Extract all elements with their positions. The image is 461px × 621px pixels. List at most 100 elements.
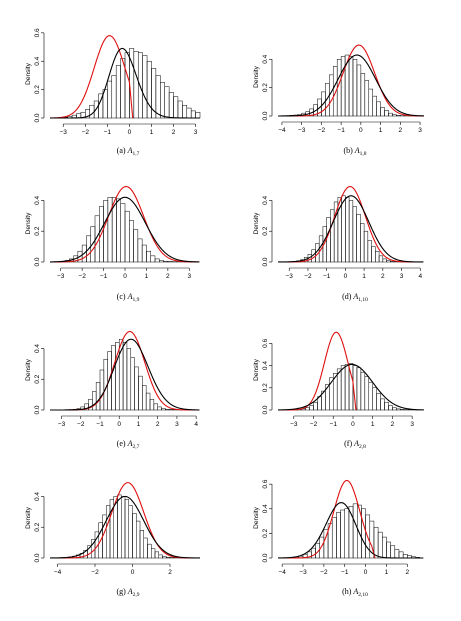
histogram-bar (398, 551, 404, 559)
histogram-bar (380, 107, 385, 117)
histogram-bar (195, 112, 201, 119)
histogram-bar (331, 517, 337, 559)
y-tick-label: 0.0 (34, 257, 41, 266)
x-tick-label: 0 (359, 127, 363, 134)
panel-caption: (b) A1,8 (343, 146, 366, 157)
x-tick-label: −2 (304, 273, 312, 280)
caption-label: (c) (117, 292, 128, 301)
histogram-bar (107, 80, 113, 119)
histogram-bar (360, 371, 366, 411)
y-tick-label: 0.4 (262, 504, 269, 513)
x-tick-label: 4 (418, 273, 422, 280)
histogram-bar (146, 250, 151, 263)
histogram-bar (154, 258, 160, 263)
histogram-bar (396, 408, 401, 411)
y-tick-label: 0.2 (34, 522, 41, 531)
histogram-bar (340, 365, 346, 411)
histogram-bar (159, 260, 164, 263)
histogram-bar (133, 229, 139, 263)
histogram-bar (340, 509, 345, 559)
y-axis-title: Density (253, 65, 260, 87)
histogram-bar (330, 209, 335, 263)
caption-subscript: 2,10 (358, 592, 368, 598)
histogram-bar (340, 56, 346, 117)
histogram-bar (147, 543, 152, 559)
histogram-bar (163, 260, 169, 263)
y-tick-label: 0.0 (262, 257, 269, 266)
caption-symbol: A (127, 292, 133, 301)
panel-caption: (a) A1,7 (117, 146, 140, 157)
caption-symbol: A (352, 587, 358, 596)
histogram-bar (356, 367, 362, 411)
x-tick-label: 2 (166, 273, 170, 280)
histogram-bar (132, 513, 137, 559)
x-tick-label: 1 (385, 569, 389, 576)
caption-symbol: A (127, 587, 133, 596)
histogram-bar (360, 223, 365, 263)
histogram-bar (162, 556, 167, 559)
density-panel: −3 −2 −1 0 1 2 3 0.0 0.2 0.4 0.6 Density (f) A2,8 (253, 331, 425, 450)
histogram-bar (121, 496, 126, 559)
x-tick-label: −3 (58, 421, 66, 428)
histogram-bar (382, 258, 387, 263)
y-tick-label: 0.2 (34, 226, 41, 235)
x-tick-label: −3 (290, 421, 298, 428)
histogram-bar (364, 376, 370, 411)
histogram-bar (120, 203, 126, 263)
histogram-bar (173, 96, 179, 119)
caption-subscript: 1,8 (360, 151, 367, 157)
y-tick-label: 0.6 (34, 28, 41, 37)
caption-symbol: A (352, 292, 358, 301)
histogram-bar (400, 409, 405, 411)
histogram-bar (352, 59, 358, 117)
histogram-bar (313, 401, 318, 411)
y-tick-label: 0.0 (34, 113, 41, 122)
x-tick-label: 3 (400, 273, 404, 280)
kernel-density-curve (50, 47, 200, 119)
x-tick-label: −1 (337, 127, 345, 134)
histogram-bar (165, 408, 170, 411)
histogram-bar (363, 230, 369, 263)
histogram-bar (344, 508, 350, 559)
x-tick-label: −3 (286, 273, 294, 280)
histogram-bar (392, 407, 397, 411)
x-tick-label: 1 (145, 273, 149, 280)
histogram-bar (367, 240, 372, 263)
kernel-density-curve (49, 196, 200, 263)
y-axis-title: Density (25, 506, 32, 528)
x-tick-label: 0 (123, 273, 127, 280)
x-tick-label: −2 (82, 129, 90, 136)
histogram-bar (177, 100, 183, 119)
x-tick-label: 0 (364, 569, 368, 576)
caption-label: (e) (117, 439, 128, 448)
histogram-bar (158, 554, 163, 559)
histogram-bar (390, 260, 395, 263)
normal-density-curve (278, 331, 357, 411)
x-tick-label: −2 (310, 421, 318, 428)
y-tick-label: 0.0 (262, 111, 269, 120)
panel-caption: (f) A2,8 (344, 439, 366, 450)
y-tick-label: 0.4 (262, 196, 269, 205)
histogram-bar (142, 385, 147, 411)
kernel-density-curve (277, 195, 424, 263)
kernel-density-curve (278, 502, 424, 559)
y-tick-label: 0.2 (34, 85, 41, 94)
caption-symbol: A (127, 439, 133, 448)
x-tick-label: 2 (172, 129, 176, 136)
histogram-bar (390, 545, 396, 559)
caption-symbol: A (354, 146, 360, 155)
x-tick-label: −2 (318, 127, 326, 134)
x-tick-label: −1 (100, 273, 108, 280)
histogram-bar (138, 375, 143, 411)
caption-subscript: 2,7 (132, 444, 139, 450)
histogram-bar (345, 197, 350, 263)
x-tick-label: 1 (362, 273, 366, 280)
panel-caption: (h) A2,10 (342, 587, 368, 598)
histogram-bar (384, 401, 389, 411)
y-tick-label: 0.4 (34, 492, 41, 501)
kernel-density-curve (278, 54, 425, 117)
y-tick-label: 0.0 (262, 553, 269, 562)
